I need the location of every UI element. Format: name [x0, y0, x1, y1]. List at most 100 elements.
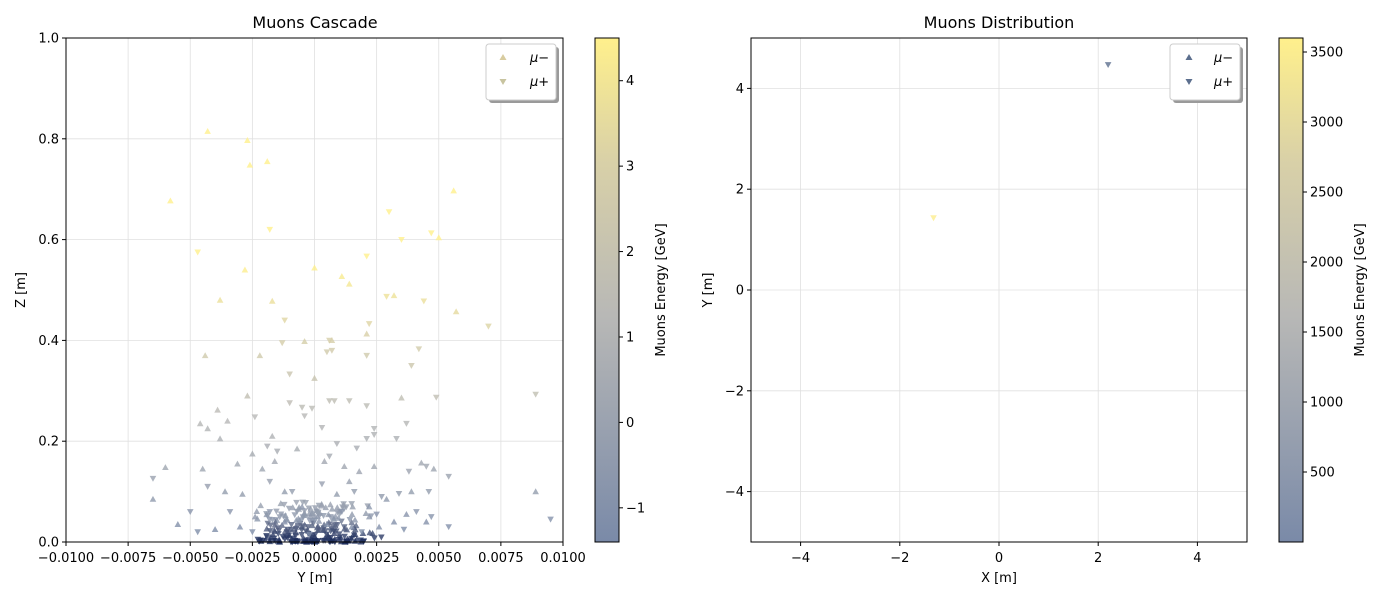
cascade-point-mu-minus	[256, 352, 264, 359]
cascade-point-dense	[311, 505, 319, 512]
cascade-point-dense	[337, 534, 345, 541]
x-tick-label: 0.0100	[540, 551, 586, 566]
cascade-point-dense	[263, 533, 270, 539]
cascade-point-dense	[308, 522, 316, 529]
y-tick-label: 0.4	[38, 334, 59, 349]
cascade-point-mu-plus	[266, 509, 274, 516]
cascade-point-mu-plus	[445, 524, 452, 531]
cascade-point-dense	[332, 522, 339, 529]
cascade-point-dense	[311, 538, 319, 545]
cascade-point-dense	[263, 511, 271, 518]
cascade-point-mu-minus	[338, 273, 346, 280]
cascade-point-mu-minus	[365, 503, 373, 510]
cascade-point-dense	[330, 530, 338, 536]
cascade-point-dense	[366, 529, 374, 536]
cascade-point-mu-plus	[318, 424, 326, 431]
cascade-point-mu-plus	[427, 230, 435, 237]
colorbar-tick-label: 1000	[1310, 396, 1343, 411]
cascade-point-mu-plus	[331, 398, 338, 405]
cascade-point-dense	[330, 515, 338, 522]
cascade-point-dense	[316, 509, 324, 516]
y-tick-label: 1.0	[38, 32, 59, 47]
cascade-point-mu-minus	[293, 445, 301, 452]
cascade-point-dense	[315, 517, 323, 524]
legend-mu-plus-label: μ+	[1213, 75, 1233, 90]
distribution-point-mu-plus	[930, 215, 937, 222]
colorbar-tick-label: 1500	[1310, 326, 1343, 341]
cascade-point-dense	[307, 505, 315, 512]
cascade-point-mu-minus	[450, 187, 457, 194]
distribution-panel: Muons Distribution −4 −2 0 2 4 −4 −2 0 2 4 X [m]…	[701, 13, 1368, 586]
cascade-point-dense	[266, 536, 274, 543]
cascade-point-dense	[291, 512, 299, 519]
cascade-point-dense	[362, 510, 370, 517]
cascade-point-mu-plus	[350, 488, 358, 495]
cascade-point-mu-minus	[216, 435, 224, 442]
cascade-point-mu-minus	[345, 280, 353, 287]
cascade-point-mu-minus	[204, 425, 211, 432]
cascade-point-mu-plus	[286, 400, 293, 407]
cascade-point-mu-minus	[370, 463, 378, 470]
cascade-point-mu-minus	[211, 526, 219, 533]
cascade-point-mu-plus	[204, 483, 211, 490]
cascade-point-mu-minus	[221, 488, 229, 495]
x-tick-label: 4	[1193, 551, 1201, 566]
cascade-point-dense	[351, 531, 359, 537]
legend-mu-minus-label: μ−	[1213, 51, 1233, 66]
cascade-point-mu-plus	[427, 514, 435, 521]
y-tick-label: 0.2	[38, 435, 59, 450]
cascade-point-dense	[349, 503, 356, 510]
distribution-point-mu-plus	[1104, 62, 1112, 69]
cascade-point-dense	[271, 521, 279, 528]
cascade-point-mu-plus	[405, 468, 413, 475]
cascade-point-mu-minus	[239, 490, 246, 497]
legend-mu-minus-label: μ−	[529, 51, 549, 66]
cascade-point-dense	[357, 537, 364, 544]
cascade-point-dense	[295, 515, 302, 522]
cascade-point-mu-plus	[278, 340, 286, 347]
colorbar-tick-label: 1	[626, 330, 634, 345]
cascade-point-dense	[371, 535, 378, 542]
x-tick-label: −4	[791, 551, 810, 566]
cascade-point-dense	[282, 526, 290, 533]
cascade-point-dense	[352, 522, 360, 529]
cascade-point-mu-plus	[273, 448, 281, 455]
cascade-point-mu-minus	[281, 518, 288, 525]
colorbar-tick-label: 3500	[1310, 46, 1343, 61]
cascade-point-mu-minus	[348, 523, 356, 530]
cascade-point-mu-plus	[393, 436, 400, 442]
cascade-points	[149, 127, 554, 546]
cascade-point-dense	[263, 525, 271, 532]
cascade-point-dense	[328, 505, 336, 512]
cascade-point-mu-minus	[281, 488, 288, 495]
distribution-legend: μ− μ+	[1169, 43, 1243, 103]
distribution-grid	[751, 38, 1247, 542]
cascade-point-dense	[267, 534, 274, 540]
cascade-point-dense	[335, 531, 343, 538]
cascade-point-dense	[302, 500, 309, 506]
cascade-point-mu-minus	[333, 490, 341, 497]
cascade-point-mu-plus	[363, 253, 370, 260]
cascade-point-dense	[266, 516, 273, 523]
distribution-points	[930, 62, 1112, 222]
cascade-point-mu-plus	[547, 516, 554, 523]
cascade-point-mu-plus	[326, 337, 333, 344]
cascade-point-mu-minus	[259, 465, 266, 472]
cascade-point-mu-minus	[298, 503, 306, 510]
cascade-point-dense	[262, 536, 269, 543]
cascade-point-dense	[288, 521, 295, 528]
cascade-point-mu-minus	[174, 521, 182, 527]
x-tick-label: 0.0000	[292, 551, 338, 566]
cascade-point-dense	[327, 528, 334, 535]
cascade-point-dense	[277, 500, 285, 507]
cascade-point-dense	[275, 531, 282, 538]
cascade-point-mu-plus	[400, 526, 408, 533]
cascade-point-dense	[304, 524, 312, 531]
cascade-point-mu-plus	[281, 317, 288, 324]
cascade-point-dense	[311, 517, 319, 524]
distribution-y-ticks: −4 −2 0 2 4	[725, 82, 751, 500]
cascade-x-label: Y [m]	[297, 571, 333, 586]
cascade-point-mu-minus	[418, 459, 425, 466]
cascade-point-mu-minus	[246, 161, 254, 168]
cascade-point-dense	[333, 504, 341, 511]
